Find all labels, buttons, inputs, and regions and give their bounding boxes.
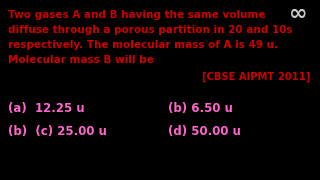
Text: (b)  (c) 25.00 u: (b) (c) 25.00 u (8, 125, 107, 138)
Text: respectively. The molecular mass of A is 49 u.: respectively. The molecular mass of A is… (8, 40, 278, 50)
Text: (d) 50.00 u: (d) 50.00 u (168, 125, 241, 138)
Text: ∞: ∞ (289, 4, 307, 24)
Text: Molecular mass B will be: Molecular mass B will be (8, 55, 154, 65)
Text: (a)  12.25 u: (a) 12.25 u (8, 102, 84, 115)
Text: (b) 6.50 u: (b) 6.50 u (168, 102, 233, 115)
Text: Two gases A and B having the same volume: Two gases A and B having the same volume (8, 10, 266, 20)
Text: diffuse through a porous partition in 20 and 10s: diffuse through a porous partition in 20… (8, 25, 292, 35)
Text: [CBSE AIPMT 2011]: [CBSE AIPMT 2011] (202, 72, 310, 82)
